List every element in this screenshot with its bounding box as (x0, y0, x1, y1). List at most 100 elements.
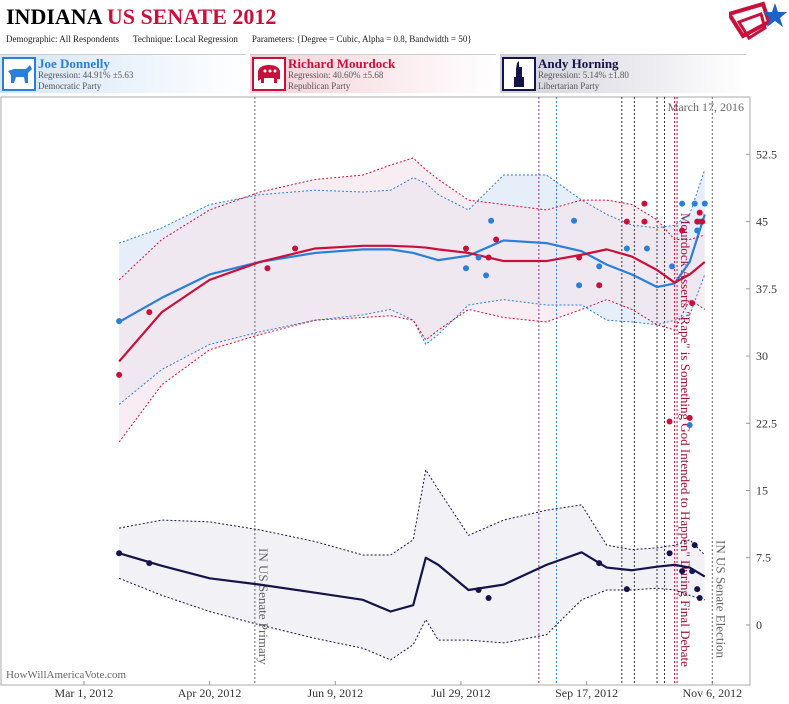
meta-value: {Degree = Cubic, Alpha = 0.8, Bandwidth … (296, 34, 472, 44)
candidate-regression: Regression: 40.60% ±5.68 (288, 70, 384, 80)
poll-point (641, 200, 648, 207)
confidence-band (119, 469, 705, 660)
logo-stripe (736, 12, 767, 41)
poll-point (462, 265, 469, 272)
poll-point (694, 218, 701, 225)
candidate-regression: Regression: 5.14% ±1.80 (538, 70, 629, 80)
y-tick-label: 52.5 (756, 147, 777, 161)
candidate-name: Andy Horning (538, 56, 619, 71)
title-state: INDIANA (6, 4, 102, 29)
band-edge (118, 577, 705, 661)
title-race: US SENATE 2012 (106, 4, 277, 29)
y-tick-label: 30 (756, 349, 768, 363)
poll-point (116, 550, 123, 557)
poll-point (623, 245, 630, 252)
poll-point (485, 254, 492, 261)
meta-item: Parameters: {Degree = Cubic, Alpha = 0.8… (252, 34, 472, 44)
poll-point (462, 245, 469, 252)
meta-label: Technique: (133, 34, 173, 44)
meta-label: Parameters: (251, 34, 295, 44)
y-tick-label: 22.5 (756, 416, 777, 430)
poll-point (679, 227, 686, 234)
party-icon (502, 57, 536, 91)
poll-point (475, 586, 482, 593)
x-tick-label: Sep 17, 2012 (555, 686, 618, 700)
poll-point (689, 568, 696, 575)
candidate-box: Andy Horning Regression: 5.14% ±1.80 Liber… (500, 54, 746, 93)
x-tick-label: Apr 20, 2012 (178, 686, 242, 700)
y-tick-label: 37.5 (756, 282, 777, 296)
date-stamp: March 17, 2016 (668, 100, 744, 114)
poll-point (571, 217, 578, 224)
poll-point (696, 595, 703, 602)
meta-value: All Respondents (59, 34, 119, 44)
poll-point (691, 200, 698, 207)
poll-point (596, 282, 603, 289)
y-tick-label: 45 (756, 215, 768, 229)
poll-point (146, 560, 153, 567)
poll-point (666, 418, 673, 425)
candidate-regression: Regression: 44.91% ±5.63 (38, 70, 134, 80)
poll-point (686, 414, 693, 421)
event-label: IN US Senate Primary (256, 548, 271, 665)
candidate-box: Joe Donnelly Regression: 44.91% ±5.63 Demo… (0, 54, 246, 93)
event-label: IN US Senate Election (713, 540, 728, 659)
poll-point (691, 542, 698, 549)
poll-point (679, 568, 686, 575)
poll-point (576, 282, 583, 289)
x-tick-label: Jun 9, 2012 (307, 686, 363, 700)
candidate-party: Libertarian Party (538, 81, 600, 91)
poll-point (116, 318, 123, 325)
trend-line (118, 551, 706, 613)
poll-point (666, 550, 673, 557)
x-tick-label: Jul 29, 2012 (431, 686, 490, 700)
x-tick-label: Mar 1, 2012 (54, 686, 113, 700)
poll-point (641, 218, 648, 225)
poll-point (694, 227, 701, 234)
candidate-name: Joe Donnelly (38, 56, 110, 71)
band-edge (118, 298, 706, 443)
event-label: Mourdock Asserts "Rape" is Something God… (678, 213, 693, 667)
poll-point (576, 254, 583, 261)
poll-point (643, 245, 650, 252)
poll-point (623, 586, 630, 593)
logo (729, 1, 787, 41)
party-icon (252, 57, 286, 91)
poll-point (116, 371, 123, 378)
meta-item: Technique: Local Regression (133, 34, 238, 44)
party-icon (2, 57, 36, 91)
x-tick-label: Nov 6, 2012 (682, 686, 742, 700)
trend-line (118, 244, 706, 363)
poll-point (292, 245, 299, 252)
logo-star (763, 3, 787, 27)
poll-point (493, 236, 500, 243)
poll-point (596, 560, 603, 567)
meta-value: Local Regression (175, 34, 238, 44)
band-edge (118, 157, 705, 281)
meta: Demographic: All Respondents Technique: L… (6, 34, 486, 44)
band-edge (119, 468, 706, 556)
candidate-party: Democratic Party (38, 81, 102, 91)
poll-point (483, 272, 490, 279)
candidate-name: Richard Mourdock (288, 56, 396, 71)
band-edge (118, 169, 706, 244)
poll-point (696, 209, 703, 216)
y-tick-label: 0 (756, 618, 762, 632)
candidate-party: Republican Party (288, 81, 351, 91)
y-tick-label: 7.5 (756, 551, 771, 565)
poll-point (264, 265, 271, 272)
poll-point (488, 217, 495, 224)
poll-point (669, 263, 676, 270)
source: HowWillAmericaVote.com (6, 669, 126, 681)
poll-point (694, 586, 701, 593)
poll-point (699, 218, 706, 225)
y-tick-label: 15 (756, 483, 768, 497)
poll-point (475, 254, 482, 261)
poll-point (596, 263, 603, 270)
poll-point (701, 200, 708, 207)
confidence-band (119, 157, 705, 443)
poll-point (146, 309, 153, 316)
poll-point (689, 300, 696, 307)
